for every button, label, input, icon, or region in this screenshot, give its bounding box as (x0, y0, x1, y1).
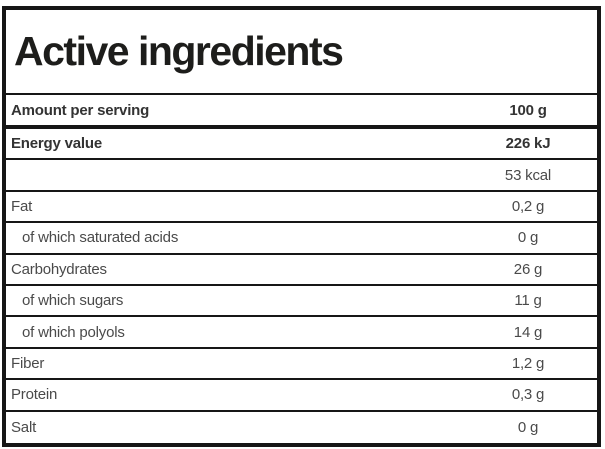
row-label: Protein (11, 386, 58, 404)
table-body: Amount per serving 100 g Energy value 22… (6, 95, 597, 443)
row-value: 226 kJ (505, 135, 551, 153)
table-title-row: Active ingredients (6, 10, 597, 95)
row-value: 1,2 g (511, 354, 545, 372)
row-value: 0,3 g (511, 386, 545, 404)
table-row: Protein 0,3 g (6, 380, 597, 412)
table-row: Carbohydrates 26 g (6, 255, 597, 286)
row-value: 14 g (513, 323, 543, 341)
table-row: Salt 0 g (6, 412, 597, 443)
row-label: of which saturated acids (22, 229, 179, 247)
page-title: Active ingredients (14, 28, 344, 74)
table-row: 53 kcal (6, 160, 597, 192)
row-value: 0 g (517, 229, 539, 247)
row-label: of which polyols (22, 323, 125, 341)
row-value: 26 g (513, 260, 543, 278)
table-row: Fat 0,2 g (6, 192, 597, 224)
row-label: Fat (11, 197, 33, 215)
row-value: 11 g (514, 292, 542, 310)
table-row: Fiber 1,2 g (6, 349, 597, 381)
row-label: Amount per serving (11, 101, 150, 119)
row-value: 0 g (517, 418, 539, 436)
table-row: of which polyols 14 g (6, 317, 597, 349)
row-label: of which sugars (22, 292, 124, 310)
nutrition-table: Active ingredients Amount per serving 10… (2, 6, 601, 447)
row-label: Carbohydrates (11, 260, 107, 278)
table-row: of which sugars 11 g (6, 286, 597, 318)
row-label: Fiber (11, 354, 45, 372)
row-value: 0,2 g (511, 197, 545, 215)
row-label: Energy value (11, 135, 102, 153)
row-label: Salt (11, 418, 37, 436)
table-row: Energy value 226 kJ (6, 129, 597, 161)
row-value: 53 kcal (504, 166, 552, 184)
row-value: 100 g (509, 101, 547, 119)
table-row: of which saturated acids 0 g (6, 223, 597, 255)
table-row: Amount per serving 100 g (6, 95, 597, 129)
